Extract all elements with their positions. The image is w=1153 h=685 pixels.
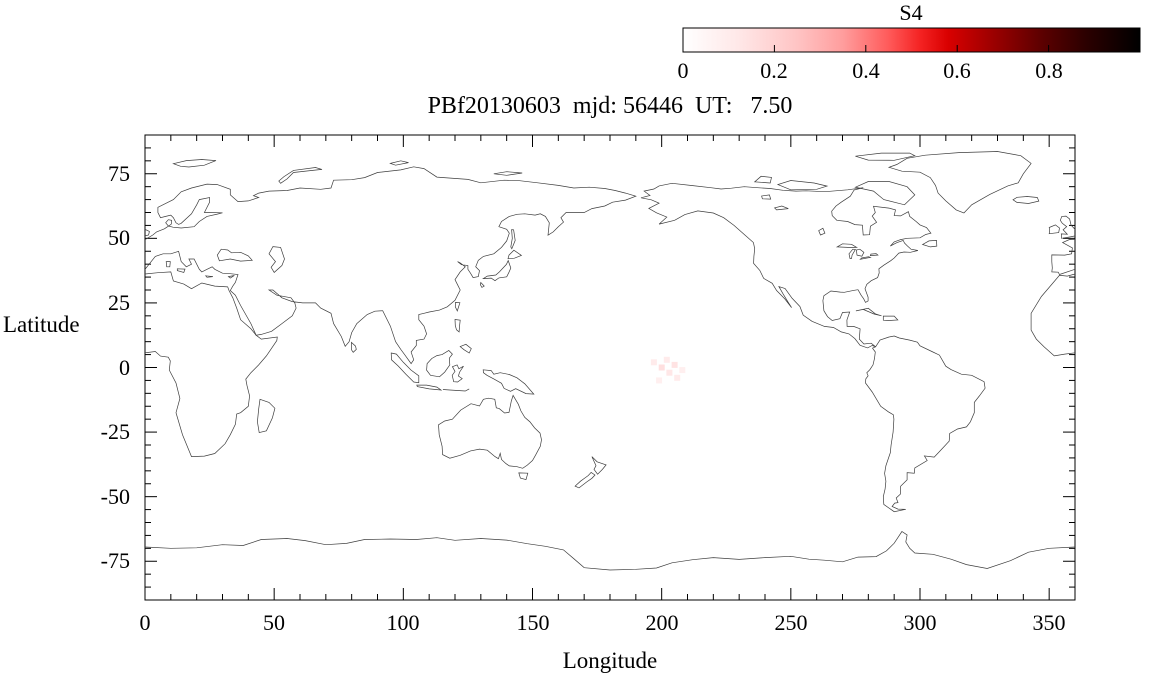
x-tick-label-100: 100: [386, 610, 420, 635]
x-tick-label-300: 300: [903, 610, 937, 635]
axis-ticks: [144, 135, 1076, 600]
x-tick-label-350: 350: [1032, 610, 1066, 635]
colorbar-ticks: [773, 45, 1050, 52]
colorbar-title: S4: [899, 0, 923, 25]
y-tick-label-75: 75: [108, 161, 130, 186]
colorbar-tick-label-4: 0.8: [1035, 58, 1063, 83]
y-tick-label-m75: -75: [100, 548, 130, 573]
plot-title: PBf20130603 mjd: 56446 UT: 7.50: [427, 93, 793, 119]
y-tick-label-0: 0: [119, 355, 130, 380]
colorbar-tick-label-1: 0.2: [760, 58, 788, 83]
s4-data-points-layer: [650, 356, 686, 384]
coastlines-layer: [145, 151, 1075, 571]
x-tick-label-200: 200: [645, 610, 679, 635]
y-tick-label-m25: -25: [100, 419, 130, 444]
y-tick-label-50: 50: [108, 225, 130, 250]
colorbar-tick-label-0: 0: [677, 58, 689, 83]
y-tick-label-25: 25: [108, 290, 130, 315]
x-axis-label: Longitude: [562, 648, 658, 673]
colorbar-gradient: [682, 27, 1141, 53]
colorbar-tick-label-2: 0.4: [852, 58, 880, 83]
x-tick-label-50: 50: [263, 610, 285, 635]
y-axis-label: Latitude: [3, 312, 80, 337]
colorbar-tick-label-3: 0.6: [943, 58, 971, 83]
x-tick-label-150: 150: [516, 610, 550, 635]
x-tick-label-0: 0: [139, 610, 151, 635]
plot-border: [144, 134, 1076, 601]
x-tick-label-250: 250: [774, 610, 808, 635]
y-tick-label-m50: -50: [100, 484, 130, 509]
